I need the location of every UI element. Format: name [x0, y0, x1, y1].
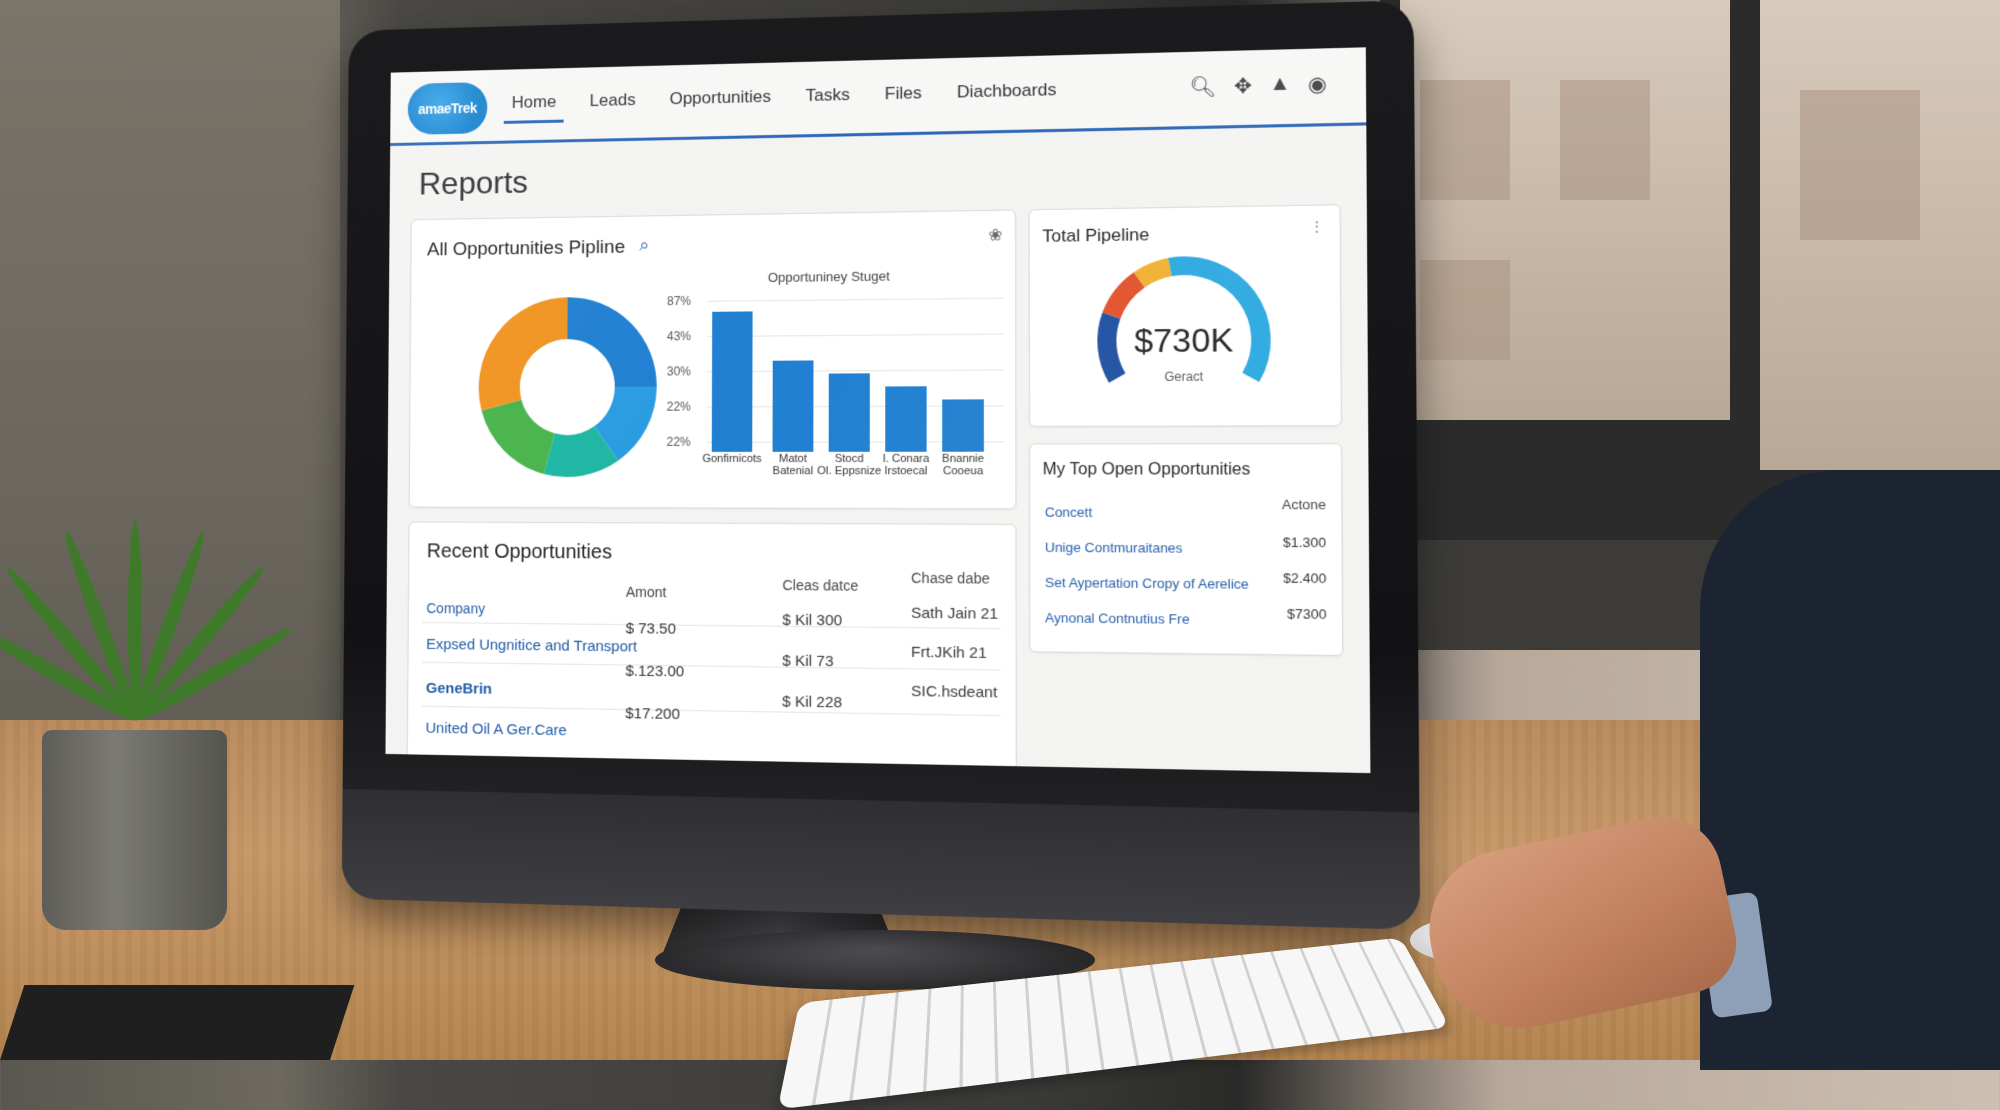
col-close-date[interactable]: Chase dabe [911, 570, 990, 587]
bar [712, 311, 753, 452]
nav-tasks[interactable]: Tasks [806, 85, 850, 106]
monitor: amaeTrek Home Leads Opportunities Tasks … [342, 0, 1421, 930]
table-row-company[interactable]: United Oil A Ger.Care [426, 720, 567, 740]
nav-leads[interactable]: Leads [590, 90, 636, 111]
nav-home[interactable]: Home [512, 92, 557, 113]
y-tick: 43% [667, 329, 691, 343]
y-tick: 30% [667, 364, 691, 378]
top-navigation-bar: amaeTrek Home Leads Opportunities Tasks … [390, 47, 1366, 146]
table-row-close: $ Kil 228 [782, 693, 842, 711]
table-row-date: SIC.hsdeant [911, 683, 997, 702]
y-tick: 87% [667, 294, 691, 308]
pipeline-card: All Opportunities Pipline ⌕ ❀ Opportunin… [409, 209, 1017, 509]
bar-chart [412, 211, 1015, 221]
top-open-row-name[interactable]: Aynonal Contnutius Fre [1045, 610, 1190, 627]
top-open-opportunities-card: My Top Open Opportunities Concett Actone… [1029, 443, 1343, 656]
bar [885, 386, 926, 452]
table-row-company[interactable]: GeneBrin [426, 680, 492, 698]
app-screen: amaeTrek Home Leads Opportunities Tasks … [385, 47, 1370, 773]
table-row-company[interactable]: Expsed Ungnitice and Transport [426, 636, 637, 656]
nav-dashboards[interactable]: Diachboards [957, 80, 1057, 103]
top-open-title: My Top Open Opportunities [1043, 461, 1251, 480]
settings-icon[interactable]: ❀ [989, 225, 1003, 246]
user-icon[interactable]: ◉ [1308, 71, 1327, 97]
top-open-row-amount: $1.300 [1283, 534, 1326, 550]
gauge-segment [1111, 280, 1139, 316]
y-tick: 22% [667, 435, 691, 449]
col-close[interactable]: Cleas datce [782, 577, 858, 594]
top-open-row-amount: $2.400 [1283, 570, 1326, 586]
search-icon[interactable]: ⌕ [639, 234, 649, 255]
top-open-name-header: Concett [1045, 504, 1092, 520]
notebook [0, 985, 354, 1060]
nav-opportunities[interactable]: Opportunities [669, 87, 771, 109]
pin-icon[interactable]: ✥ [1234, 73, 1252, 99]
search-icon[interactable]: 🔍︎ [1190, 74, 1217, 100]
pipeline-title: All Opportunities Pipline [427, 237, 625, 262]
table-row-amount: $.123.00 [625, 662, 684, 680]
top-open-row-name[interactable]: Set Aypertation Cropy of Aerelice [1045, 575, 1249, 592]
table-row-amount: $17.200 [625, 705, 680, 723]
table-row-amount: $ 73.50 [626, 620, 676, 638]
recent-title: Recent Opportunities [427, 540, 612, 564]
donut-chart [449, 266, 688, 508]
top-open-row-amount: $7300 [1287, 606, 1327, 622]
bar [773, 361, 814, 452]
total-pipeline-subtitle: Geract [1030, 369, 1341, 385]
main-nav: Home Leads Opportunities Tasks Files Dia… [512, 80, 1057, 113]
table-row-date: Sath Jain 21 [911, 605, 998, 623]
bar [942, 399, 984, 452]
nav-files[interactable]: Files [885, 83, 922, 104]
recent-opportunities-card: Recent Opportunities Company Amont Cleas… [407, 521, 1017, 773]
table-row-date: Frt.JKih 21 [911, 644, 987, 662]
col-amount[interactable]: Amont [626, 584, 667, 601]
table-row-close: $ Kil 300 [782, 612, 842, 630]
app-logo[interactable]: amaeTrek [408, 82, 488, 135]
top-open-amount-header: Actone [1282, 497, 1326, 513]
bell-icon[interactable]: ▲ [1269, 72, 1291, 98]
y-tick: 22% [667, 400, 691, 414]
total-pipeline-card: Total Pipeline ⋮ $730K Geract [1029, 204, 1342, 427]
bar-label: Bnannie Cooeua [927, 453, 1000, 478]
bar [829, 374, 870, 452]
donut-slice [549, 443, 606, 456]
gauge-segment [1139, 267, 1170, 280]
top-open-row-name[interactable]: Unige Contmuraitanes [1045, 539, 1183, 555]
page-title: Reports [419, 164, 528, 203]
bar-chart-title: Opportuniney Stuget [768, 268, 890, 285]
col-company[interactable]: Company [426, 600, 485, 617]
table-row-close: $ Kil 73 [782, 652, 833, 670]
total-pipeline-value: $730K [1030, 320, 1341, 361]
